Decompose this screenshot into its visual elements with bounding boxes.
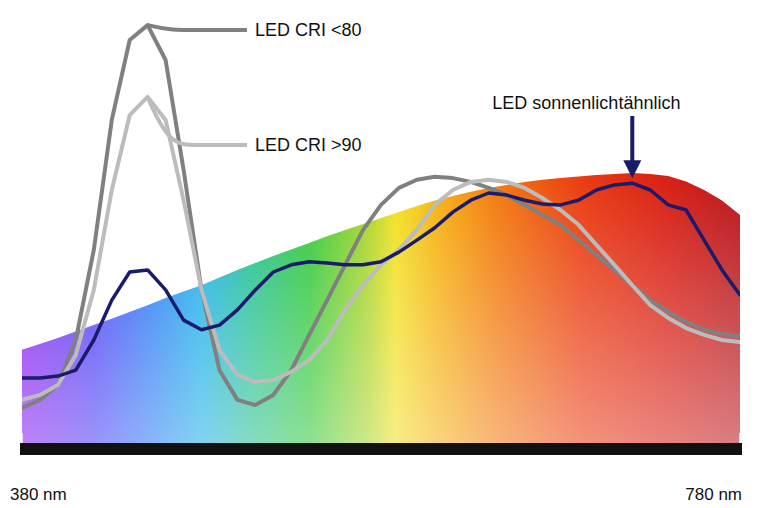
chart: 380 nm 780 nm LED CRI <80 LED CRI >90 LED so… <box>0 0 762 508</box>
x-tick-label: 380 nm <box>10 485 67 504</box>
x-axis <box>20 443 742 455</box>
x-tick-label: 780 nm <box>685 485 742 504</box>
label-leader <box>148 25 247 30</box>
series-label: LED sonnenlichtähnlich <box>492 93 680 113</box>
series-line <box>22 183 740 378</box>
plot-area <box>22 25 740 445</box>
series-line <box>22 25 740 408</box>
series-label: LED CRI >90 <box>255 135 362 155</box>
series-line <box>22 97 740 400</box>
label-arrow-shaft <box>630 116 634 164</box>
series-label: LED CRI <80 <box>255 20 362 40</box>
x-tick <box>739 433 741 443</box>
spectrum-area <box>22 173 740 445</box>
x-tick <box>21 433 23 443</box>
spectrum-fade <box>22 173 740 445</box>
label-arrow-head <box>623 160 641 178</box>
label-leader <box>148 97 247 145</box>
